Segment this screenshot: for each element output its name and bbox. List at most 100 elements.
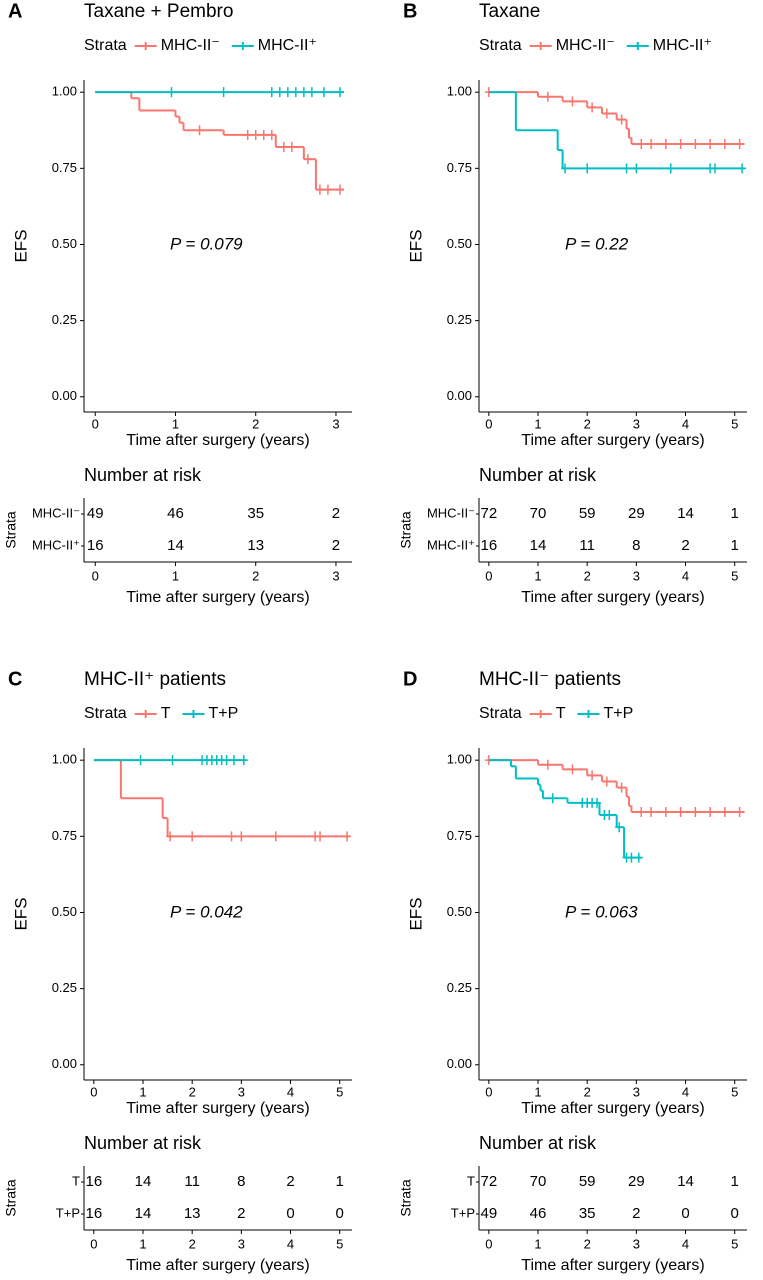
risk-row-name: T+P [56,1205,80,1220]
legend-title: Strata [84,705,127,722]
risk-count: 72 [480,1173,497,1190]
censor-mark [735,806,744,817]
y-tick-label: 1.00 [52,752,77,767]
censor-mark [259,129,268,140]
risk-x-tick-label: 3 [633,568,640,583]
censor-mark [720,138,729,149]
risk-count: 0 [286,1205,294,1222]
censor-mark [543,759,552,770]
risk-count: 29 [628,1173,645,1190]
censor-mark [335,87,344,98]
risk-count: 59 [579,1173,596,1190]
censor-mark [706,806,715,817]
censor-mark [691,806,700,817]
x-axis-label: Time after surgery (years) [521,1100,704,1117]
censor-mark [229,755,238,766]
censor-mark [303,154,312,165]
risk-count: 14 [135,1205,152,1222]
risk-x-tick-label: 4 [682,568,689,583]
censor-mark [267,87,276,98]
censor-mark [583,163,592,174]
censor-mark [319,87,328,98]
legend-swatch-mark [141,710,150,718]
x-tick-label: 3 [633,416,640,431]
risk-count: 1 [336,1173,344,1190]
risk-x-tick-label: 5 [731,1236,738,1251]
censor-mark [315,184,324,195]
risk-x-axis-label: Time after surgery (years) [126,1257,309,1274]
x-tick-label: 3 [633,1084,640,1099]
risk-x-tick-label: 1 [172,568,179,583]
risk-x-tick-label: 2 [584,1236,591,1251]
y-tick-label: 0.75 [447,828,472,843]
x-tick-label: 4 [682,1084,689,1099]
x-tick-label: 2 [584,416,591,431]
risk-count: 13 [184,1205,201,1222]
y-axis-label: EFS [406,229,425,262]
risk-x-tick-label: 1 [139,1236,146,1251]
y-tick-label: 0.25 [52,312,77,327]
censor-mark [632,163,641,174]
censor-mark [299,87,308,98]
risk-x-tick-label: 0 [485,568,492,583]
x-tick-label: 0 [485,1084,492,1099]
censor-mark [561,163,570,174]
risk-count: 8 [237,1173,245,1190]
risk-count: 0 [731,1205,739,1222]
y-tick-label: 0.25 [447,980,472,995]
legend-label: MHC-II⁻ [161,37,220,54]
y-tick-label: 0.75 [52,160,77,175]
risk-count: 70 [530,505,547,522]
censor-mark [568,764,577,775]
legend-title: Strata [479,705,522,722]
legend-swatch-mark [536,710,545,718]
chart-title: MHC-II⁺ patients [84,669,226,690]
risk-x-tick-label: 0 [92,568,99,583]
risk-count: 72 [480,505,497,522]
censor-mark [237,831,246,842]
censor-mark [602,776,611,787]
risk-x-axis-label: Time after surgery (years) [521,1257,704,1274]
censor-mark [243,129,252,140]
censor-mark [617,782,626,793]
x-tick-label: 1 [172,416,179,431]
p-value: P = 0.063 [565,902,638,921]
panel: A Taxane + Pembro Strata MHC-II⁻ MHC-II⁺ 0.00… [3,0,352,606]
risk-row-name: MHC-II⁻ [32,505,80,520]
y-axis-label: EFS [406,897,425,930]
censor-mark [267,129,276,140]
censor-mark [647,138,656,149]
risk-count: 1 [731,1173,739,1190]
y-axis-label: EFS [11,229,30,262]
censor-mark [593,797,602,808]
x-tick-label: 5 [731,1084,738,1099]
chart-title: Taxane [479,1,540,22]
risk-title: Number at risk [84,1133,202,1153]
censor-mark [637,138,646,149]
censor-mark [548,793,557,804]
risk-x-tick-label: 3 [238,1236,245,1251]
censor-mark [637,806,646,817]
risk-x-tick-label: 3 [332,568,339,583]
risk-x-tick-label: 2 [252,568,259,583]
censor-mark [720,806,729,817]
risk-row-name: T [467,1173,475,1188]
risk-count: 1 [731,505,739,522]
legend-label: T+P [603,705,633,722]
y-tick-label: 0.75 [447,160,472,175]
x-tick-label: 1 [534,1084,541,1099]
legend-label: T+P [208,705,238,722]
censor-mark [188,831,197,842]
censor-mark [343,831,352,842]
censor-mark [735,138,744,149]
x-tick-label: 2 [252,416,259,431]
y-tick-label: 0.50 [52,904,77,919]
risk-count: 2 [332,537,340,554]
panel: D MHC-II⁻ patients Strata T T+P 0.00 0.25 0.50 0… [398,668,747,1274]
risk-count: 0 [336,1205,344,1222]
risk-count: 29 [628,505,645,522]
risk-row-name: T+P [451,1205,475,1220]
risk-count: 14 [677,1173,694,1190]
censor-mark [251,129,260,140]
